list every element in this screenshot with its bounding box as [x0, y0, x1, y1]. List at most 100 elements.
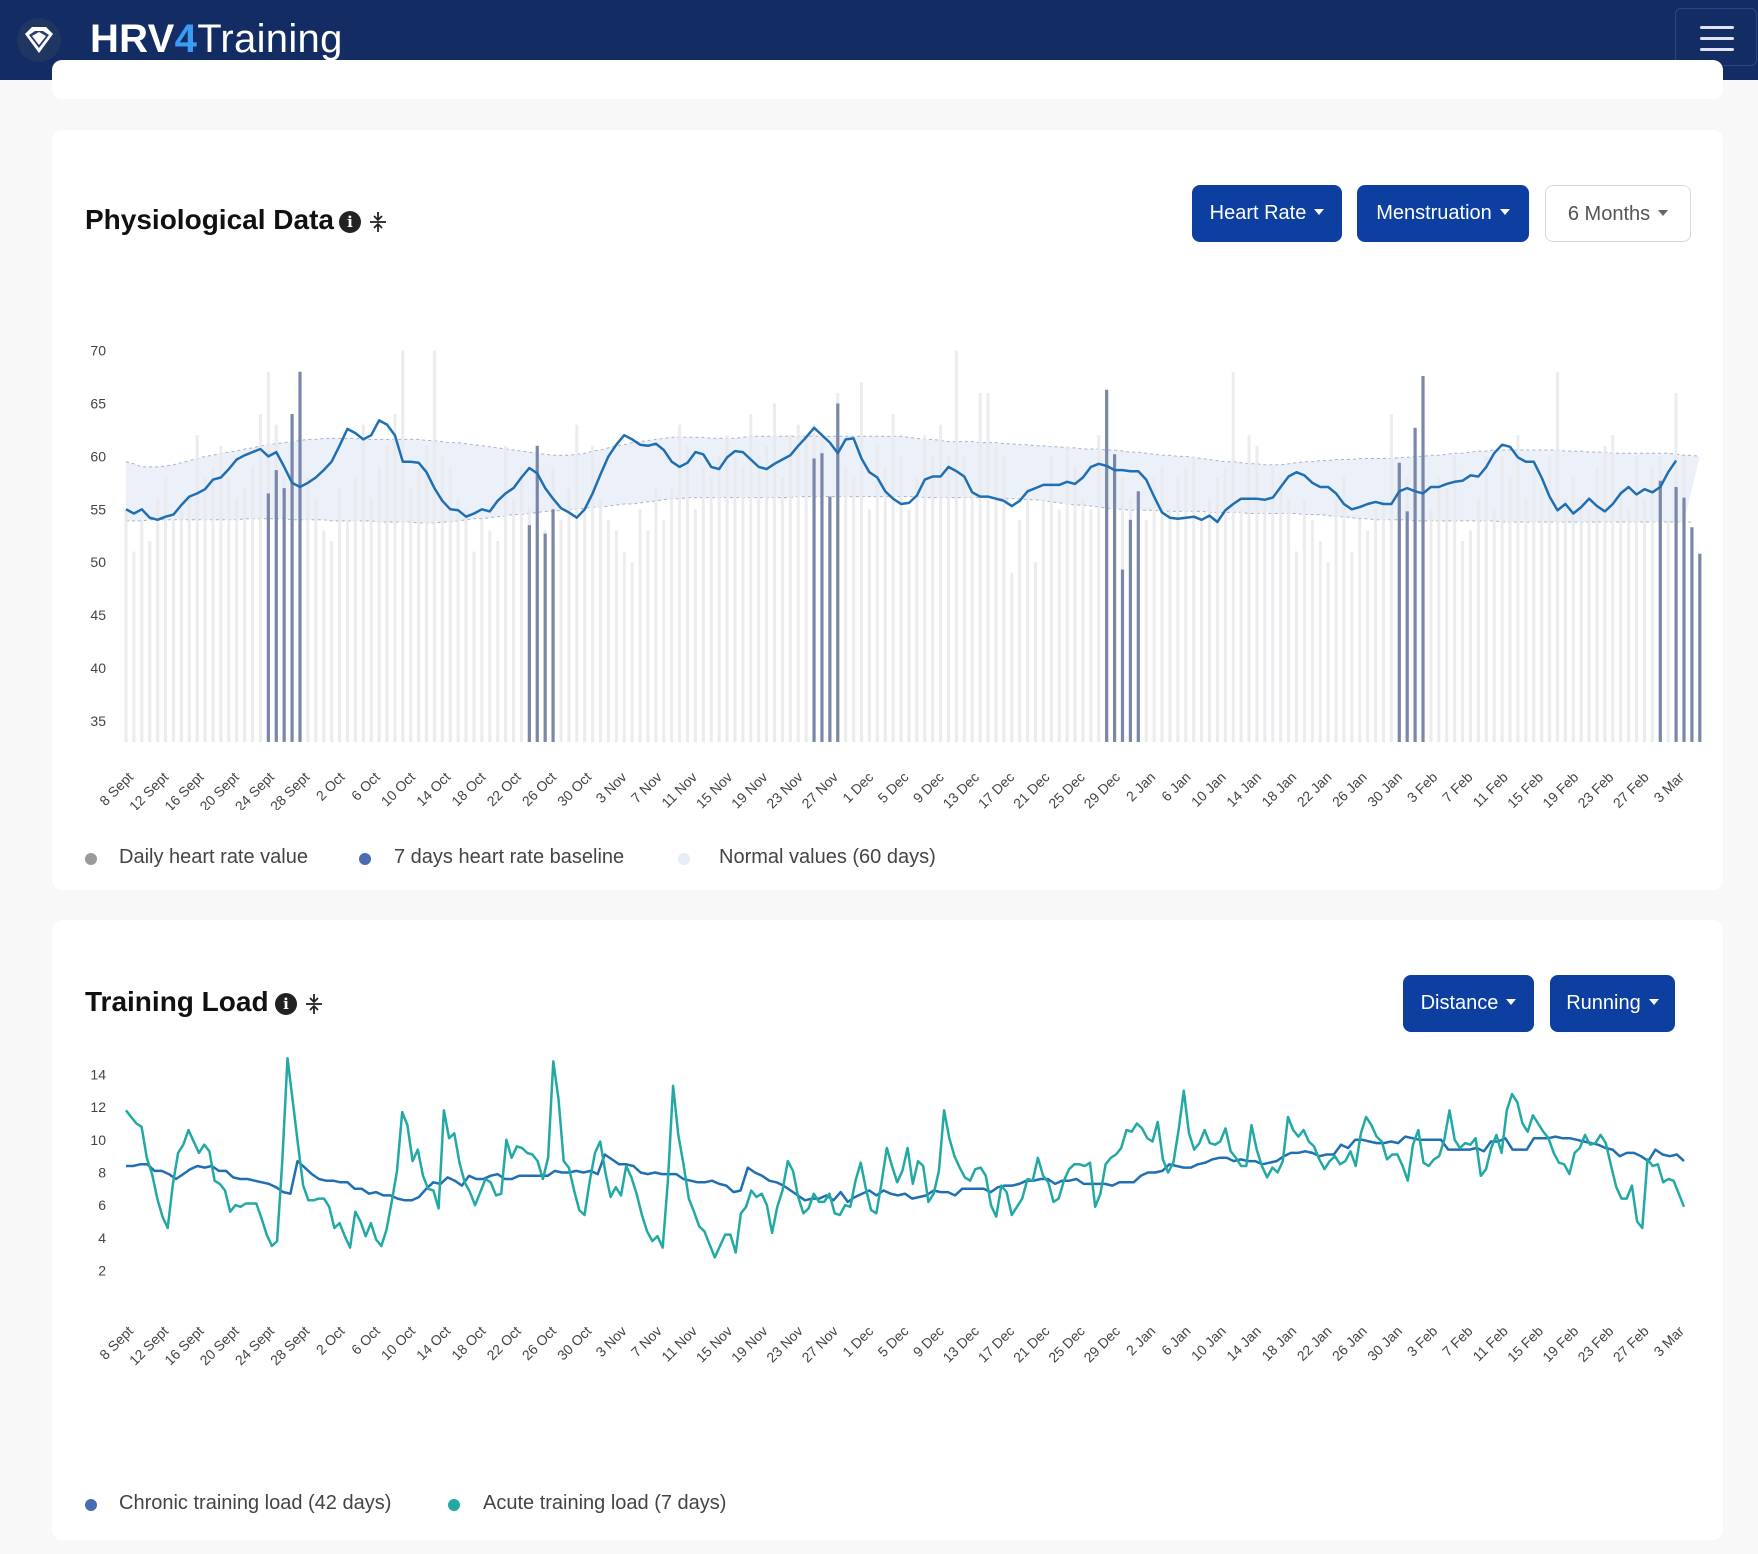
menstruation-heart-rate-bar: [1690, 527, 1694, 742]
daily-heart-rate-bar: [1041, 498, 1045, 742]
daily-heart-rate-bar: [369, 498, 373, 742]
daily-heart-rate-bar: [393, 414, 397, 742]
x-tick-label: 27 Feb: [1610, 1323, 1652, 1365]
x-tick-label: 10 Jan: [1188, 1323, 1229, 1364]
x-tick-label: 11 Feb: [1469, 1323, 1511, 1365]
heart-rate-dropdown[interactable]: Heart Rate: [1192, 185, 1342, 242]
caret-down-icon: [1314, 208, 1325, 215]
x-tick-label: 2 Jan: [1123, 1323, 1159, 1359]
x-tick-label: 5 Dec: [874, 1323, 911, 1360]
menstruation-heart-rate-bar: [1682, 497, 1686, 742]
daily-heart-rate-bar: [472, 551, 476, 742]
daily-heart-rate-bar: [662, 519, 666, 742]
legend-normal-values[interactable]: Normal values (60 days): [719, 846, 936, 868]
daily-heart-rate-bar: [844, 466, 848, 742]
x-tick-label: 1 Dec: [839, 769, 876, 806]
collapse-icon[interactable]: [369, 211, 387, 233]
time-range-dropdown[interactable]: 6 Months: [1545, 185, 1691, 242]
x-tick-label: 23 Nov: [763, 769, 806, 810]
daily-heart-rate-bar: [1500, 456, 1504, 742]
daily-heart-rate-bar: [1429, 509, 1433, 742]
previous-card-bottom: [52, 60, 1723, 99]
daily-heart-rate-bar: [1018, 519, 1022, 742]
x-tick-label: 30 Jan: [1364, 769, 1405, 810]
menstruation-dropdown[interactable]: Menstruation: [1357, 185, 1529, 242]
daily-heart-rate-bar: [670, 488, 674, 742]
hamburger-menu-button[interactable]: [1675, 8, 1757, 66]
menstruation-heart-rate-bar: [1120, 569, 1125, 742]
training-load-title: Training Load: [85, 986, 269, 1017]
x-tick-label: 13 Dec: [939, 1323, 982, 1366]
daily-heart-rate-bar: [1247, 435, 1251, 742]
menstruation-dropdown-label: Menstruation: [1376, 202, 1492, 224]
x-tick-label: 18 Jan: [1258, 1323, 1299, 1364]
daily-heart-rate-bar: [1263, 498, 1267, 742]
menstruation-heart-rate-bar: [820, 453, 824, 742]
daily-heart-rate-bar: [1650, 466, 1654, 742]
daily-heart-rate-bar: [591, 445, 595, 742]
daily-heart-rate-bar: [883, 466, 887, 742]
info-icon[interactable]: i: [339, 211, 361, 233]
daily-heart-rate-bar: [322, 530, 326, 742]
normal-values-upper-edge: [125, 435, 1700, 468]
x-tick-label: 10 Jan: [1188, 769, 1229, 810]
daily-heart-rate-bar: [1152, 477, 1156, 742]
caret-down-icon: [1499, 208, 1510, 215]
daily-heart-rate-bar: [1089, 509, 1093, 742]
distance-dropdown[interactable]: Distance: [1403, 975, 1534, 1032]
x-tick-label: 15 Feb: [1504, 1323, 1546, 1365]
legend-daily-heart-rate[interactable]: Daily heart rate value: [119, 846, 308, 868]
daily-heart-rate-bar: [1595, 466, 1599, 742]
daily-heart-rate-bar: [567, 488, 571, 742]
legend-chronic-training-load[interactable]: Chronic training load (42 days): [119, 1492, 392, 1514]
x-tick-label: 19 Nov: [728, 1323, 771, 1366]
y-tick-label: 2: [98, 1263, 106, 1279]
y-tick-label: 12: [90, 1099, 106, 1115]
menstruation-heart-rate-bar: [535, 445, 539, 742]
daily-heart-rate-bar: [1366, 530, 1370, 742]
daily-heart-rate-bar: [425, 445, 429, 742]
daily-heart-rate-bar: [852, 477, 856, 742]
daily-heart-rate-bar: [773, 403, 777, 742]
daily-heart-rate-bar: [1073, 466, 1077, 742]
x-tick-label: 3 Mar: [1650, 1323, 1687, 1360]
x-tick-label: 13 Dec: [939, 769, 982, 810]
daily-heart-rate-bar: [994, 445, 998, 742]
daily-heart-rate-bar: [954, 350, 958, 742]
info-icon[interactable]: i: [275, 993, 297, 1015]
physiological-data-card: Physiological Data i Heart Rate Menstrua…: [52, 130, 1723, 890]
daily-heart-rate-bar: [1587, 509, 1591, 742]
x-tick-label: 22 Oct: [483, 1323, 524, 1364]
daily-heart-rate-bar: [353, 477, 357, 742]
daily-heart-rate-bar: [330, 541, 334, 742]
daily-heart-rate-bar: [788, 435, 792, 742]
daily-heart-rate-bar: [156, 498, 160, 742]
hrv4training-logo-icon[interactable]: [16, 17, 62, 63]
running-dropdown-label: Running: [1566, 992, 1641, 1014]
x-tick-label: 28 Sept: [267, 1323, 313, 1369]
daily-heart-rate-bar: [599, 498, 603, 742]
daily-heart-rate-bar: [1033, 562, 1037, 742]
daily-heart-rate-bar: [203, 477, 207, 742]
daily-heart-rate-bar: [1437, 477, 1441, 742]
daily-heart-rate-bar: [1310, 519, 1314, 742]
daily-heart-rate-bar: [1207, 498, 1211, 742]
x-tick-label: 30 Jan: [1364, 1323, 1405, 1364]
daily-heart-rate-bar: [1279, 477, 1283, 742]
daily-heart-rate-bar: [1374, 509, 1378, 742]
brand-name[interactable]: HRV4Training: [90, 14, 343, 64]
x-tick-label: 23 Nov: [763, 1323, 806, 1366]
daily-heart-rate-bar: [1326, 562, 1330, 742]
daily-heart-rate-bar: [1579, 498, 1583, 742]
menstruation-heart-rate-bar: [1397, 462, 1401, 742]
daily-heart-rate-bar: [1215, 477, 1219, 742]
daily-heart-rate-bar: [1287, 498, 1291, 742]
daily-heart-rate-bar: [939, 424, 943, 742]
legend-heart-rate-baseline[interactable]: 7 days heart rate baseline: [394, 846, 625, 868]
collapse-icon[interactable]: [305, 993, 323, 1015]
daily-heart-rate-bar: [780, 477, 784, 742]
x-tick-label: 23 Feb: [1574, 1323, 1616, 1365]
x-tick-label: 15 Nov: [693, 769, 736, 810]
running-dropdown[interactable]: Running: [1550, 975, 1675, 1032]
legend-acute-training-load[interactable]: Acute training load (7 days): [483, 1492, 727, 1514]
